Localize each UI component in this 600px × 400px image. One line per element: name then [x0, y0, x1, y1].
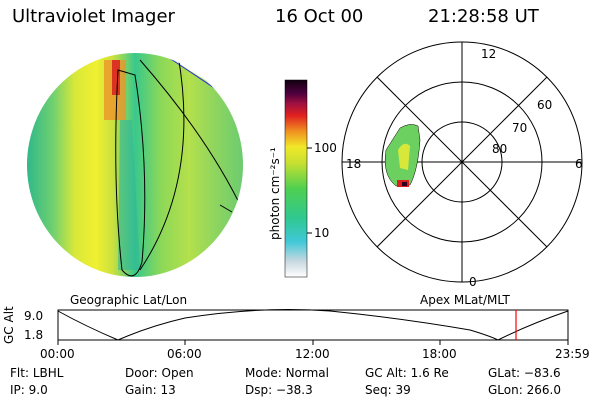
colorbar-unit-label: photon cm⁻²s⁻¹: [268, 147, 282, 240]
timeline-ytick-low: 1.8: [24, 328, 44, 342]
lat-label-80: 80: [492, 142, 508, 156]
info-glon: GLon: 266.0: [488, 383, 561, 397]
mlt-label-12: 12: [481, 47, 497, 61]
geographic-label: Geographic Lat/Lon: [70, 293, 188, 307]
observation-time: 21:28:58 UT: [428, 6, 539, 27]
lat-label-70: 70: [512, 121, 528, 135]
info-mode: Mode: Normal: [245, 366, 329, 380]
polar-plot: [341, 41, 583, 283]
info-glat: GLat: −83.6: [488, 366, 561, 380]
info-ip: IP: 9.0: [10, 383, 48, 397]
timeline-xtick-0000: 00:00: [40, 347, 75, 361]
color-bar: [284, 79, 312, 278]
timeline-xtick-1200: 12:00: [295, 347, 330, 361]
observation-date: 16 Oct 00: [275, 6, 364, 27]
info-dsp: Dsp: −38.3: [245, 383, 313, 397]
apex-label: Apex MLat/MLT: [420, 293, 510, 307]
info-flt: Flt: LBHL: [10, 366, 64, 380]
info-gain: Gain: 13: [125, 383, 176, 397]
geographic-image: [27, 53, 243, 277]
timeline-axis-title: GC Alt: [2, 306, 16, 344]
mlt-label-6: 6: [575, 157, 583, 171]
colorbar-tick-100: 100: [314, 141, 337, 155]
mlt-label-0: 0: [469, 275, 477, 289]
info-seq: Seq: 39: [365, 383, 411, 397]
lat-label-60: 60: [537, 98, 553, 112]
timeline-ytick-high: 9.0: [24, 309, 44, 323]
instrument-title: Ultraviolet Imager: [12, 6, 175, 27]
timeline-plot: [57, 309, 569, 345]
info-door: Door: Open: [125, 366, 194, 380]
timeline-xtick-1800: 18:00: [422, 347, 457, 361]
info-gc-alt: GC Alt: 1.6 Re: [365, 366, 449, 380]
mlt-label-18: 18: [346, 157, 362, 171]
timeline-xtick-0600: 06:00: [167, 347, 202, 361]
colorbar-tick-10: 10: [314, 226, 330, 240]
timeline-xtick-2359: 23:59: [555, 347, 590, 361]
